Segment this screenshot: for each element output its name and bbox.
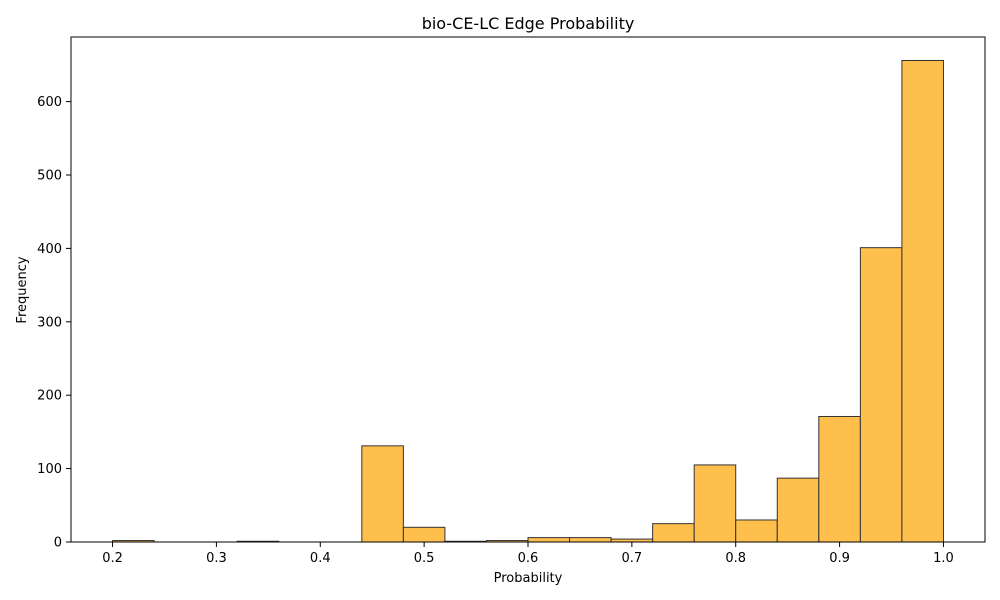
y-tick-label: 200 <box>37 389 62 404</box>
histogram-bar <box>693 464 737 543</box>
y-tick-label: 100 <box>37 462 62 477</box>
histogram-bar <box>402 526 446 543</box>
histogram-bar <box>735 519 778 543</box>
y-axis-ticks: 0 100 200 300 400 500 600 <box>37 95 71 551</box>
y-tick-label: 400 <box>37 242 62 257</box>
y-tick-label: 300 <box>37 315 62 330</box>
histogram-bar <box>569 537 612 543</box>
x-tick-label: 0.7 <box>622 551 643 566</box>
x-tick-label: 0.9 <box>829 551 850 566</box>
y-tick-label: 0 <box>54 536 62 551</box>
y-tick-label: 500 <box>37 168 62 183</box>
x-tick-label: 0.3 <box>206 551 227 566</box>
histogram-bar <box>361 445 404 543</box>
y-tick-label: 600 <box>37 95 62 110</box>
x-tick-label: 0.4 <box>310 551 331 566</box>
histogram-bar <box>818 415 861 543</box>
bars-group <box>112 59 944 543</box>
x-tick-label: 0.2 <box>102 551 123 566</box>
x-axis-label: Probability <box>494 571 563 586</box>
chart-title: bio-CE-LC Edge Probability <box>422 14 635 33</box>
histogram-bar <box>527 537 571 543</box>
histogram-bar <box>901 59 944 543</box>
x-axis-ticks: 0.2 0.3 0.4 0.5 0.6 0.7 0.8 0.9 1.0 <box>102 542 954 566</box>
x-tick-label: 1.0 <box>933 551 954 566</box>
histogram-bar <box>776 477 820 543</box>
x-tick-label: 0.6 <box>518 551 539 566</box>
histogram-bar <box>652 523 695 543</box>
y-axis-label: Frequency <box>15 256 30 323</box>
histogram-bar <box>859 247 903 543</box>
x-tick-label: 0.5 <box>414 551 435 566</box>
x-tick-label: 0.8 <box>725 551 746 566</box>
